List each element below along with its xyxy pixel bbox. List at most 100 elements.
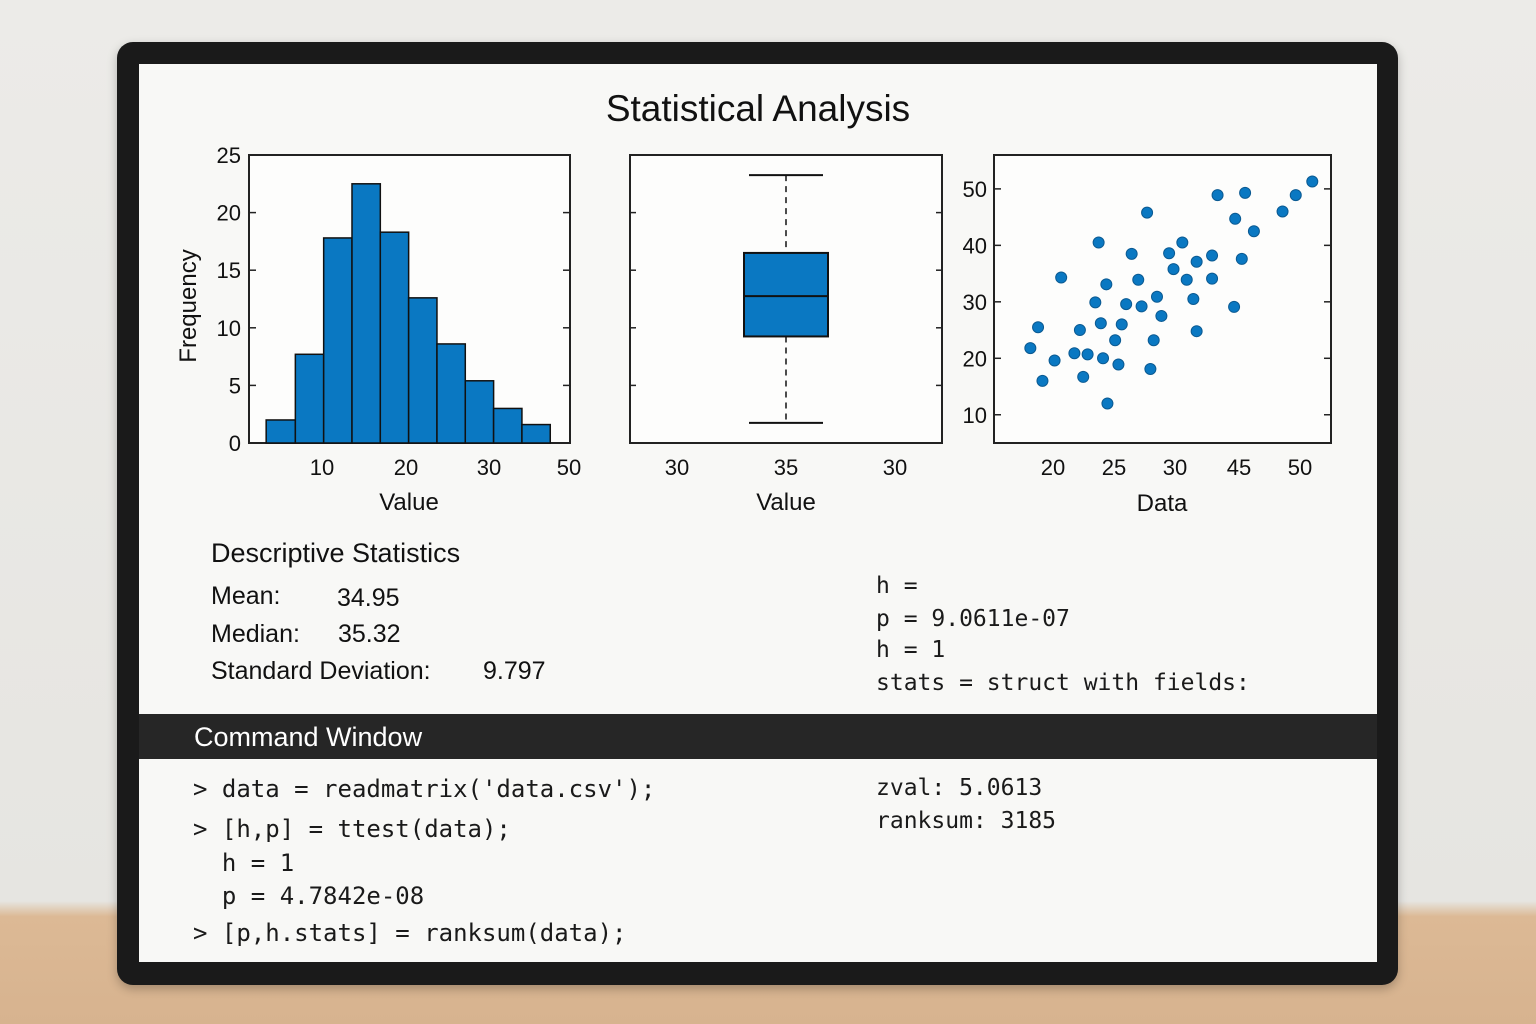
y-axis-label: Frequency (175, 249, 202, 362)
histogram-bar (436, 343, 467, 444)
histogram-bar (351, 183, 382, 444)
scatter-point (1163, 247, 1176, 260)
y-tick-label: 20 (963, 346, 987, 371)
histogram-chart: 0 5 10 15 20 25 10 20 30 50 Value Frequency (175, 143, 581, 516)
output-line: stats = struct with fields: (876, 670, 1250, 696)
x-tick-label: 45 (1227, 455, 1251, 480)
scatter-point (1089, 296, 1102, 309)
command-line[interactable]: > data = readmatrix('data.csv'); (193, 775, 656, 803)
scatter-point (1115, 318, 1128, 331)
scatter-point (1247, 225, 1260, 238)
scatter-point (1239, 186, 1252, 199)
x-axis-label: Data (1137, 490, 1188, 517)
scatter-point (1092, 236, 1105, 249)
scatter-point (1112, 358, 1125, 371)
scatter-point (1289, 189, 1302, 202)
stats-heading: Descriptive Statistics (211, 538, 461, 568)
output-line: h = (876, 573, 918, 599)
scatter-point (1211, 189, 1224, 202)
output-line: p = 9.0611e-07 (876, 606, 1070, 632)
x-tick-label: 35 (774, 455, 798, 480)
command-line[interactable]: > [h,p] = ttest(data); (193, 815, 511, 843)
x-tick-label: 30 (883, 455, 907, 480)
scatter-point (1135, 300, 1148, 313)
scatter-point (1150, 290, 1163, 303)
command-output-line: ranksum: 3185 (876, 808, 1057, 834)
x-tick-label: 30 (665, 455, 689, 480)
scatter-point (1187, 293, 1200, 305)
x-tick-label: 20 (394, 455, 418, 480)
y-tick-label: 50 (963, 177, 987, 202)
scatter-point (1147, 334, 1160, 347)
command-output-line: p = 4.7842e-08 (193, 882, 425, 910)
std-label: Standard Deviation: (211, 657, 431, 685)
y-tick-label: 5 (229, 373, 241, 398)
scatter-point (1077, 370, 1090, 383)
scatter-point (1176, 236, 1189, 249)
scatter-point (1068, 347, 1081, 360)
scatter-point (1141, 206, 1154, 219)
median-value: 35.32 (338, 620, 401, 648)
y-tick-label: 10 (963, 403, 987, 428)
y-tick-label: 25 (217, 143, 241, 168)
x-axis-label: Value (379, 489, 439, 516)
scatter-point (1032, 321, 1045, 334)
scatter-point (1048, 354, 1061, 367)
scatter-point (1055, 271, 1068, 284)
x-tick-label: 50 (1288, 455, 1312, 480)
scatter-point (1235, 252, 1248, 265)
scatter-point (1024, 342, 1037, 355)
command-window-titlebar[interactable]: Command Window (139, 714, 1377, 759)
matlab-screen: Statistical Analysis 0 5 10 15 20 25 10 20 30 50 V… (139, 64, 1377, 962)
figure-axes: 0 5 10 15 20 25 10 20 30 50 Value Frequency 30 35 30 V… (175, 143, 1332, 517)
scatter-point (1306, 175, 1319, 188)
histogram-bar (379, 231, 410, 444)
x-tick-label: 25 (1102, 455, 1126, 480)
scatter-point (1155, 309, 1168, 322)
scatter-point (1100, 278, 1113, 291)
scatter-point (1190, 325, 1203, 338)
scatter-point (1125, 247, 1138, 260)
scatter-point (1276, 205, 1289, 218)
mean-label: Mean: (211, 582, 281, 610)
command-window-title: Command Window (194, 722, 423, 752)
scatter-point (1101, 397, 1114, 410)
scatter-point (1167, 263, 1180, 276)
command-output-line: h = 1 (193, 849, 295, 877)
scatter-point (1144, 363, 1157, 376)
scatter-point (1206, 249, 1219, 262)
box-iqr (743, 251, 829, 338)
scatter-point (1132, 273, 1145, 286)
histogram-bar (492, 407, 523, 444)
scatter-point (1180, 273, 1193, 286)
x-axis-label: Value (756, 489, 816, 516)
y-tick-label: 40 (963, 233, 987, 258)
median-label: Median: (211, 620, 300, 648)
histogram-bar (265, 419, 297, 444)
y-tick-label: 15 (217, 258, 241, 283)
boxplot-chart: 30 35 30 Value (629, 154, 943, 516)
scatter-point (1228, 300, 1241, 313)
scatter-point (1109, 334, 1122, 347)
scatter-point (1036, 374, 1049, 387)
scatter-point (1206, 272, 1219, 285)
scatter-point (1229, 212, 1242, 225)
y-tick-label: 0 (229, 431, 241, 456)
figure-title: Statistical Analysis (605, 88, 911, 129)
scatter-point (1097, 352, 1110, 365)
histogram-bar (322, 237, 353, 444)
scatter-point (1120, 298, 1133, 311)
histogram-bar (521, 423, 552, 444)
histogram-bar (407, 297, 438, 444)
x-tick-label: 50 (557, 455, 581, 480)
command-line[interactable]: > [p,h.stats] = ranksum(data); (193, 919, 627, 947)
scatter-point (1190, 255, 1203, 268)
x-tick-label: 30 (477, 455, 501, 480)
x-tick-label: 20 (1041, 455, 1065, 480)
scatter-point (1081, 348, 1094, 361)
std-value: 9.797 (483, 657, 546, 685)
y-tick-label: 10 (217, 316, 241, 341)
scatter-point (1073, 324, 1086, 337)
histogram-bar (294, 353, 325, 444)
x-tick-label: 30 (1163, 455, 1187, 480)
